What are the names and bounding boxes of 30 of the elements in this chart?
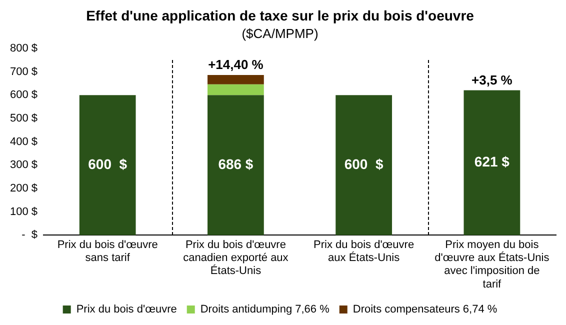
legend-label: Droits compensateurs 6,74 % bbox=[352, 304, 498, 316]
x-tick-label: Prix du bois d'œuvre canadien exporté aux États-Unis bbox=[183, 238, 289, 278]
x-tick-label: Prix du bois d'œuvre sans tarif bbox=[57, 238, 158, 264]
bar bbox=[208, 95, 264, 236]
legend-label: Droits antidumping 7,66 % bbox=[200, 304, 330, 316]
y-tick-label: 500 $ bbox=[10, 112, 38, 124]
y-tick-label: 300 $ bbox=[10, 159, 38, 172]
bar bbox=[464, 90, 520, 236]
legend-label: Prix du bois d'œuvre bbox=[76, 304, 177, 316]
bar bbox=[79, 95, 136, 236]
total-label: 686 $ bbox=[218, 156, 254, 172]
chart-title: Effet d'une application de taxe sur le prix du bois d'oeuvre bbox=[86, 7, 474, 24]
x-tick-label: Prix du bois d'œuvre aux États-Unis bbox=[314, 238, 414, 264]
y-tick-label: 200 $ bbox=[10, 182, 38, 195]
bar bbox=[336, 95, 392, 236]
chart-subtitle: ($CA/MPMP) bbox=[242, 26, 318, 42]
bar bbox=[208, 84, 264, 96]
y-tick-label: 700 $ bbox=[10, 66, 38, 78]
y-tick-label: 100 $ bbox=[10, 206, 38, 218]
y-tick-label: - $ bbox=[22, 229, 38, 242]
total-label: 621 $ bbox=[474, 154, 510, 170]
x-tick-label: Prix moyen du bois d'œuvre aux États-Unis avec l'imposition de tarif bbox=[434, 238, 550, 290]
annotation: +3,5 % bbox=[472, 72, 513, 88]
y-tick-label: 400 $ bbox=[10, 136, 38, 148]
total-label: 600 $ bbox=[88, 156, 128, 172]
annotation: +14,40 % bbox=[208, 57, 264, 72]
total-label: 600 $ bbox=[344, 156, 384, 172]
y-tick-label: 600 $ bbox=[10, 89, 38, 102]
bar bbox=[208, 75, 264, 84]
y-tick-label: 800 $ bbox=[10, 42, 38, 54]
